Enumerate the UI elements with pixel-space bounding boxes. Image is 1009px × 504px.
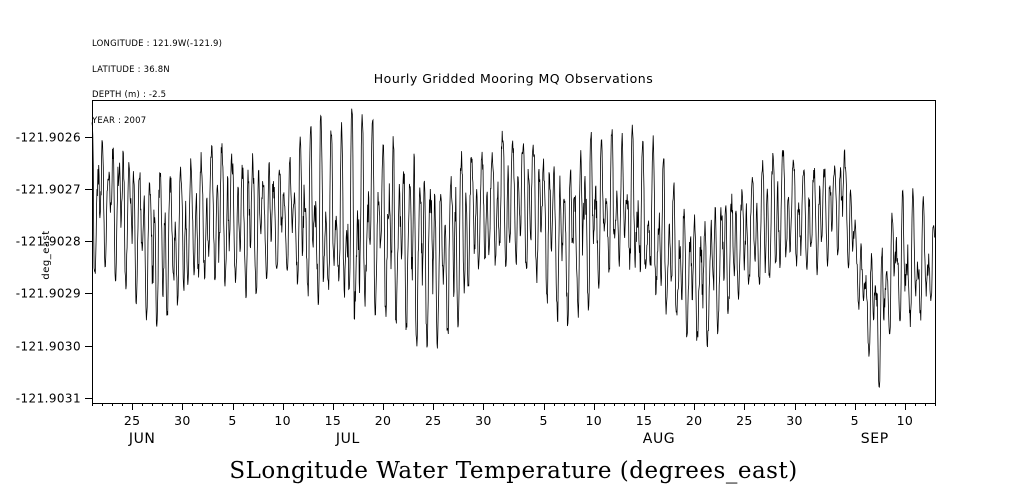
- x-tick-label: 5: [228, 413, 236, 428]
- x-tick-label: 15: [636, 413, 653, 428]
- meta-line-latitude: LATITUDE : 36.8N: [92, 64, 170, 75]
- bottom-axis-title: SLongitude Water Temperature (degrees_ea…: [229, 458, 798, 484]
- y-tick-label: -121.9026: [16, 131, 81, 145]
- x-tick-label: 15: [325, 413, 342, 428]
- chart-title: Hourly Gridded Mooring MQ Observations: [373, 71, 654, 86]
- y-tick-label: -121.9029: [16, 287, 81, 301]
- x-tick-label: 10: [897, 413, 914, 428]
- x-tick-label: 25: [425, 413, 442, 428]
- x-tick-label: 30: [475, 413, 492, 428]
- month-label: JUL: [335, 431, 360, 447]
- x-tick-label: 10: [586, 413, 603, 428]
- metadata-block: LONGITUDE : 121.9W(-121.9) LATITUDE : 36…: [92, 23, 222, 142]
- y-tick-label: -121.9031: [16, 392, 81, 406]
- x-tick-label: 20: [686, 413, 703, 428]
- x-tick-label: 30: [786, 413, 803, 428]
- meta-line-year: YEAR : 2007: [92, 115, 147, 126]
- y-tick-label: -121.9027: [16, 183, 81, 197]
- month-label: JUN: [128, 431, 156, 447]
- x-tick-label: 25: [124, 413, 141, 428]
- series-line: [91, 108, 935, 388]
- y-tick-label: -121.9028: [16, 235, 81, 249]
- meta-line-depth: DEPTH (m) : -2.5: [92, 90, 167, 100]
- x-tick-label: 25: [736, 413, 753, 428]
- month-label: AUG: [643, 431, 675, 447]
- x-tick-label: 5: [851, 413, 859, 428]
- y-tick-label: -121.9030: [16, 340, 81, 354]
- x-tick-label: 5: [539, 413, 547, 428]
- x-tick-label: 20: [375, 413, 392, 428]
- x-tick-label: 30: [174, 413, 191, 428]
- month-label: SEP: [861, 431, 889, 447]
- x-tick-label: 10: [274, 413, 291, 428]
- meta-line-longitude: LONGITUDE : 121.9W(-121.9): [92, 39, 223, 49]
